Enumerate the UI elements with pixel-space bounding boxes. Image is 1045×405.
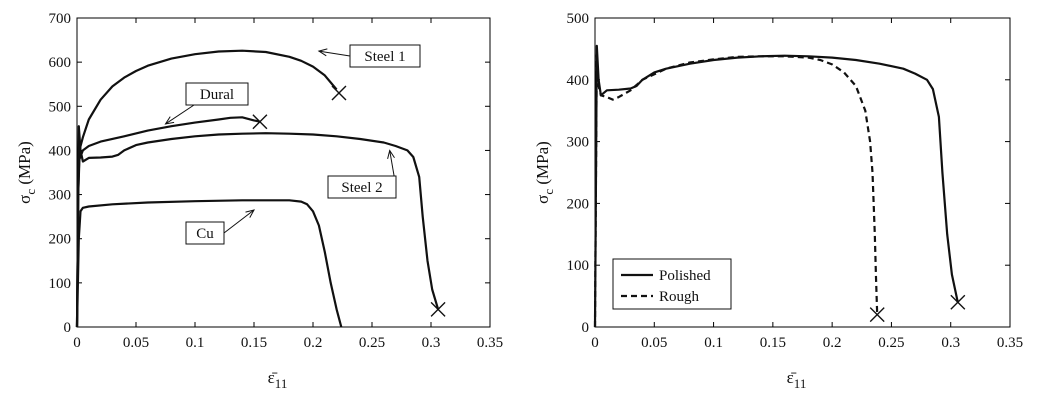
x-tick-label: 0.35: [477, 335, 503, 351]
y-tick-label: 300: [567, 135, 590, 151]
fracture-marker-rough: [869, 307, 885, 323]
y-axis-label: σc (MPa): [15, 141, 38, 204]
y-tick-label: 100: [567, 258, 590, 274]
series-line-steel-2: [75, 125, 440, 328]
x-tick-label: 0.2: [304, 335, 323, 351]
y-axis-label: σc (MPa): [533, 141, 556, 204]
y-tick-label: 400: [49, 143, 72, 159]
series-line-steel-1: [75, 49, 338, 328]
x-tick-label: 0.35: [997, 335, 1023, 351]
callout-box: [185, 221, 225, 245]
callout-arrowhead: [245, 209, 255, 218]
series-line-rough: [593, 54, 879, 328]
x-tick-label: 0.25: [878, 335, 904, 351]
callout-box: [349, 44, 421, 68]
callout-label: Steel 1: [364, 49, 405, 65]
x-tick-label: 0.3: [941, 335, 960, 351]
y-tick-label: 300: [49, 188, 72, 204]
callout-arrowhead: [164, 116, 175, 125]
y-tick-label: 0: [64, 320, 72, 336]
callout-cu: Cu: [185, 209, 255, 245]
x-tick-label: 0.05: [641, 335, 667, 351]
x-tick-label: 0.15: [760, 335, 786, 351]
y-tick-label: 700: [49, 11, 72, 27]
callout-arrowhead: [387, 149, 395, 160]
x-tick-label: 0.25: [359, 335, 385, 351]
callout-label: Cu: [196, 226, 214, 242]
plot-frame: [76, 17, 491, 328]
x-axis-label: ε̄11: [268, 368, 288, 391]
panel-left: 0 0.05 0.1 0.15 0.2 0.25 0.3 0.35 0 100 200 300 400 5…: [15, 11, 503, 391]
callout-box: [327, 175, 397, 199]
marker-stroke: [950, 294, 966, 310]
x-tick-label: 0: [73, 335, 81, 351]
callout-dural: Dural: [164, 82, 249, 125]
x-tick-label: 0: [591, 335, 599, 351]
callout-box: [185, 82, 249, 106]
marker-stroke: [252, 114, 268, 130]
x-tick-label: 0.15: [241, 335, 267, 351]
x-tick-label: 0.1: [186, 335, 205, 351]
y-tick-label: 200: [49, 232, 72, 248]
legend-label-rough: Rough: [659, 289, 700, 305]
callout-arrow: [318, 50, 351, 57]
x-tick-label: 0.2: [823, 335, 842, 351]
marker-stroke: [869, 307, 885, 323]
callout-label: Steel 2: [341, 180, 382, 196]
callout-arrow: [223, 209, 255, 234]
y-tick-label: 400: [567, 73, 590, 89]
marker-stroke: [430, 301, 446, 317]
callout-arrow: [165, 104, 195, 125]
callout-label: Dural: [200, 87, 234, 103]
legend-label-polished: Polished: [659, 268, 711, 284]
y-tick-label: 500: [49, 99, 72, 115]
fracture-marker-steel-2: [430, 301, 446, 317]
fracture-marker-dural: [252, 114, 268, 130]
callout-steel-2: Steel 2: [327, 149, 397, 199]
legend-box: [612, 258, 732, 310]
y-tick-label: 200: [567, 196, 590, 212]
callout-arrowhead: [317, 48, 328, 57]
series-line-dural: [75, 116, 261, 328]
fracture-marker-steel-1: [331, 85, 347, 101]
y-tick-label: 100: [49, 276, 72, 292]
y-tick-label: 600: [49, 55, 72, 71]
series-line-cu: [75, 199, 343, 328]
x-tick-label: 0.3: [422, 335, 441, 351]
x-tick-label: 0.1: [704, 335, 723, 351]
y-tick-label: 0: [582, 320, 590, 336]
legend: Polished Rough: [612, 258, 732, 310]
x-tick-label: 0.05: [123, 335, 149, 351]
y-tick-label: 500: [567, 11, 590, 27]
marker-stroke: [331, 85, 347, 101]
x-axis-label: ε̄11: [787, 368, 807, 391]
panel-right: 0 0.05 0.1 0.15 0.2 0.25 0.3 0.35 0 100 200 300 400 5…: [533, 11, 1023, 391]
fracture-marker-polished: [950, 294, 966, 310]
callout-steel-1: Steel 1: [317, 44, 421, 68]
